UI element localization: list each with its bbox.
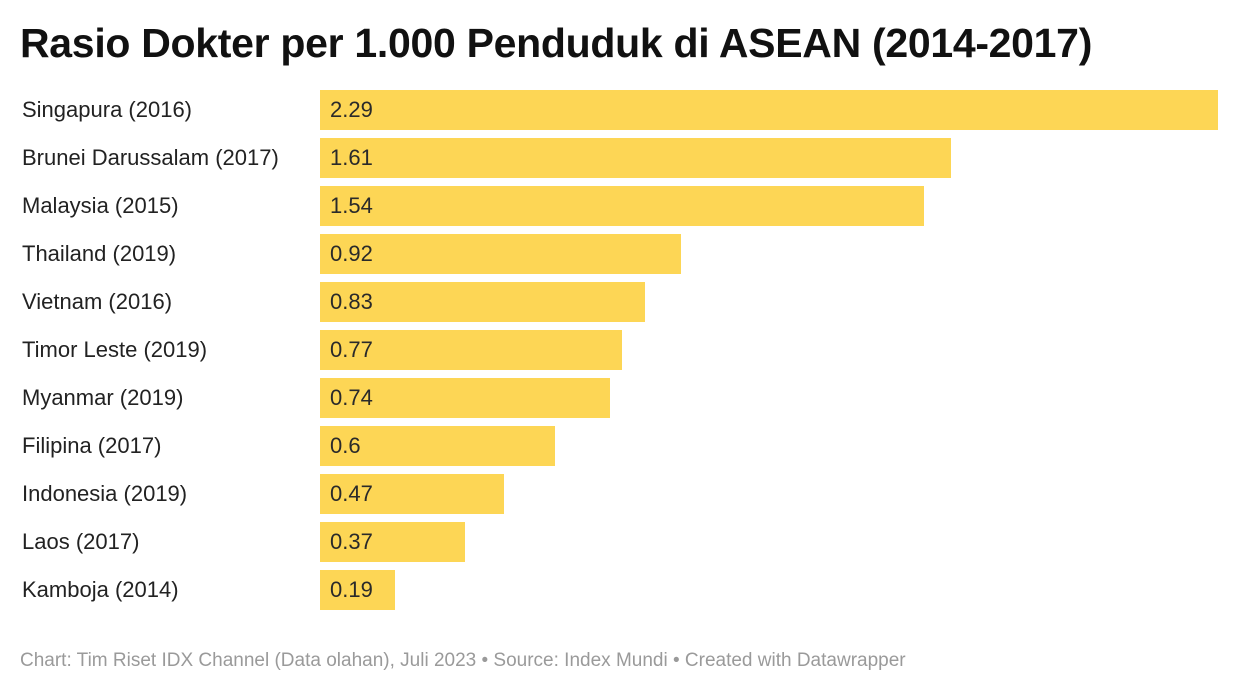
bar-value-label: 2.29 [330, 97, 373, 122]
category-label: Filipina (2017) [22, 433, 162, 458]
bar [320, 522, 465, 562]
bar [320, 330, 622, 370]
bar [320, 186, 924, 226]
bar [320, 282, 645, 322]
category-label: Laos (2017) [22, 529, 140, 554]
bar-value-label: 0.77 [330, 337, 373, 362]
bar-value-label: 0.92 [330, 241, 373, 266]
category-label: Malaysia (2015) [22, 193, 179, 218]
bar [320, 426, 555, 466]
category-label: Vietnam (2016) [22, 289, 173, 314]
bar-value-label: 0.74 [330, 385, 373, 410]
bar [320, 90, 1218, 130]
category-label: Indonesia (2019) [22, 481, 188, 506]
category-label: Singapura (2016) [22, 97, 193, 122]
category-label: Myanmar (2019) [22, 385, 184, 410]
category-label: Brunei Darussalam (2017) [22, 145, 279, 170]
category-label: Kamboja (2014) [22, 577, 179, 602]
bar-value-label: 1.54 [330, 193, 373, 218]
bar [320, 570, 395, 610]
chart-footer: Chart: Tim Riset IDX Channel (Data olaha… [20, 650, 906, 671]
bar-value-label: 0.37 [330, 529, 373, 554]
bar-value-label: 0.47 [330, 481, 373, 506]
bar-value-label: 0.83 [330, 289, 373, 314]
bar [320, 138, 951, 178]
bar-value-label: 0.6 [330, 433, 361, 458]
bar [320, 378, 610, 418]
bar [320, 474, 504, 514]
chart-title: Rasio Dokter per 1.000 Penduduk di ASEAN… [20, 20, 1093, 66]
category-label: Timor Leste (2019) [22, 337, 208, 362]
bar-value-label: 1.61 [330, 145, 373, 170]
category-label: Thailand (2019) [22, 241, 177, 266]
bar-value-label: 0.19 [330, 577, 373, 602]
bar [320, 234, 681, 274]
